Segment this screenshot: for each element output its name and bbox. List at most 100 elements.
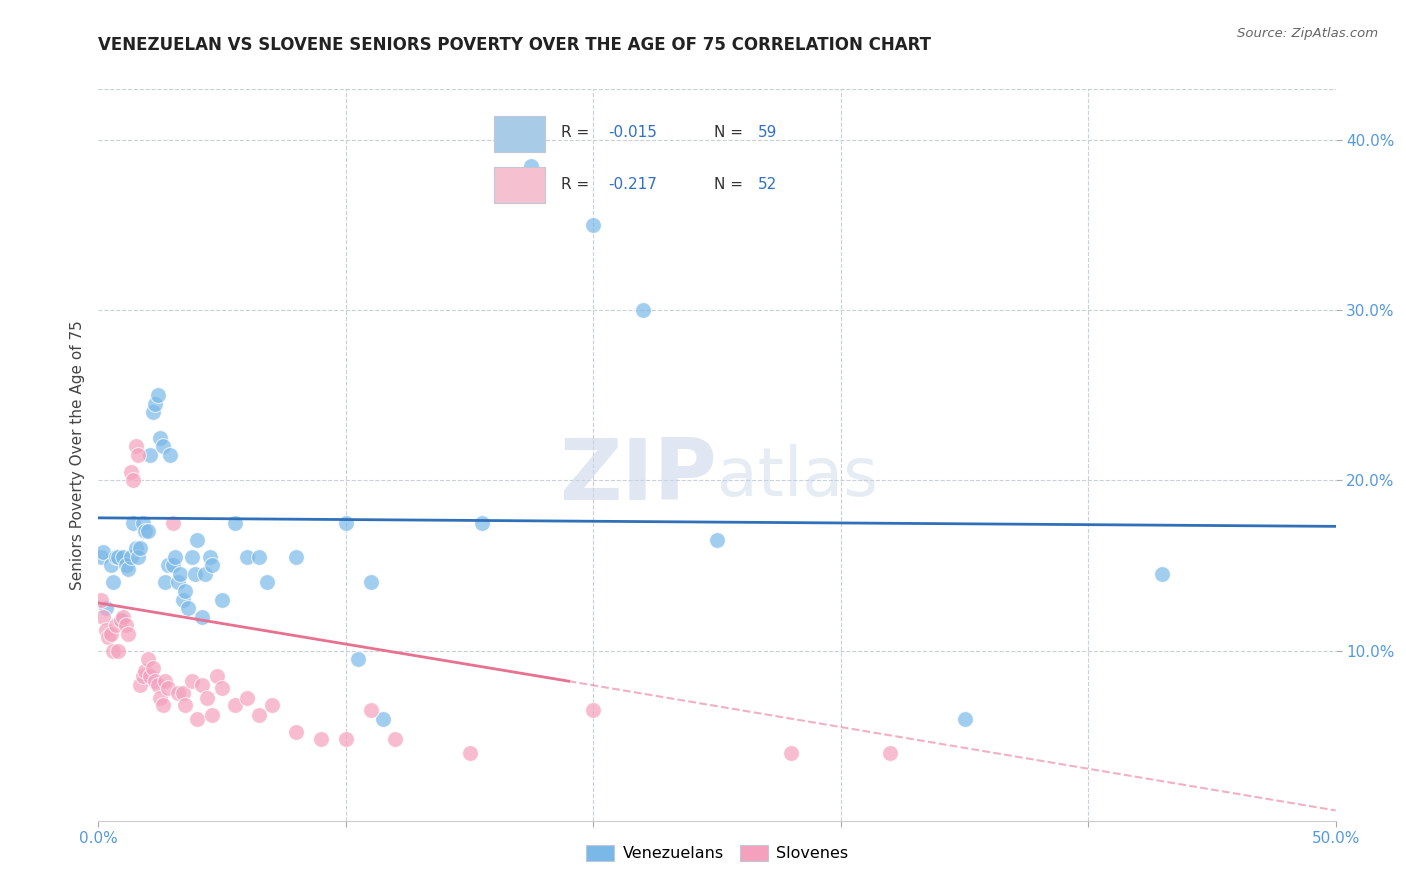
Point — [93, 545, 115, 559]
Text: R =: R = — [561, 125, 593, 140]
Point — [172, 592, 194, 607]
Point — [110, 613, 132, 627]
Point — [146, 388, 169, 402]
Point — [582, 703, 605, 717]
Point — [155, 674, 177, 689]
Point — [156, 681, 179, 695]
Point — [198, 549, 221, 564]
Point — [181, 674, 204, 689]
Point — [205, 669, 228, 683]
Point — [103, 643, 125, 657]
Point — [309, 731, 332, 746]
Point — [335, 731, 357, 746]
Point — [100, 626, 122, 640]
Point — [117, 562, 139, 576]
Point — [582, 219, 605, 233]
Point — [143, 674, 166, 689]
Point — [186, 712, 208, 726]
Point — [93, 609, 115, 624]
Legend: Venezuelans, Slovenes: Venezuelans, Slovenes — [579, 838, 855, 868]
Point — [129, 677, 152, 691]
FancyBboxPatch shape — [494, 167, 546, 203]
Point — [149, 691, 172, 706]
Point — [224, 516, 246, 530]
Point — [191, 677, 214, 691]
Point — [156, 558, 179, 573]
Point — [335, 516, 357, 530]
Point — [184, 566, 207, 581]
Point — [90, 592, 112, 607]
Point — [127, 448, 149, 462]
Point — [176, 601, 198, 615]
Point — [211, 681, 233, 695]
Text: VENEZUELAN VS SLOVENE SENIORS POVERTY OVER THE AGE OF 75 CORRELATION CHART: VENEZUELAN VS SLOVENE SENIORS POVERTY OV… — [98, 36, 931, 54]
Point — [90, 549, 112, 564]
Text: R =: R = — [561, 177, 593, 192]
Point — [117, 626, 139, 640]
Text: atlas: atlas — [717, 444, 877, 510]
Point — [112, 609, 135, 624]
Point — [285, 549, 308, 564]
Y-axis label: Seniors Poverty Over the Age of 75: Seniors Poverty Over the Age of 75 — [70, 320, 86, 590]
Point — [155, 575, 177, 590]
Point — [371, 712, 394, 726]
Point — [201, 558, 224, 573]
Point — [104, 618, 127, 632]
Point — [471, 516, 494, 530]
Point — [247, 549, 270, 564]
Point — [181, 549, 204, 564]
Point — [134, 524, 156, 539]
Point — [152, 439, 174, 453]
Point — [114, 618, 136, 632]
Point — [285, 725, 308, 739]
Point — [166, 575, 188, 590]
Point — [195, 691, 218, 706]
Text: N =: N = — [714, 125, 748, 140]
Point — [194, 566, 217, 581]
Text: -0.015: -0.015 — [607, 125, 657, 140]
Point — [520, 159, 543, 173]
Text: -0.217: -0.217 — [607, 177, 657, 192]
Point — [103, 575, 125, 590]
Point — [127, 549, 149, 564]
Point — [120, 465, 142, 479]
Point — [631, 303, 654, 318]
Text: N =: N = — [714, 177, 748, 192]
Point — [247, 708, 270, 723]
Point — [159, 448, 181, 462]
Point — [122, 474, 145, 488]
Point — [166, 686, 188, 700]
Point — [139, 448, 162, 462]
Point — [201, 708, 224, 723]
Point — [110, 613, 132, 627]
Point — [142, 405, 165, 419]
Point — [458, 746, 481, 760]
Point — [107, 643, 129, 657]
Point — [122, 516, 145, 530]
Point — [120, 549, 142, 564]
Point — [953, 712, 976, 726]
Point — [134, 664, 156, 678]
Point — [211, 592, 233, 607]
Text: ZIP: ZIP — [560, 435, 717, 518]
Point — [100, 558, 122, 573]
Point — [162, 558, 184, 573]
Point — [174, 584, 197, 599]
Text: 52: 52 — [758, 177, 776, 192]
Point — [142, 660, 165, 674]
Point — [107, 549, 129, 564]
Point — [347, 652, 370, 666]
Point — [94, 623, 117, 637]
Point — [124, 439, 146, 453]
Point — [224, 698, 246, 712]
FancyBboxPatch shape — [494, 116, 546, 152]
Point — [112, 549, 135, 564]
Point — [236, 549, 259, 564]
Point — [256, 575, 278, 590]
Point — [143, 397, 166, 411]
Point — [132, 669, 155, 683]
Point — [172, 686, 194, 700]
Point — [136, 524, 159, 539]
Point — [384, 731, 406, 746]
Point — [146, 677, 169, 691]
